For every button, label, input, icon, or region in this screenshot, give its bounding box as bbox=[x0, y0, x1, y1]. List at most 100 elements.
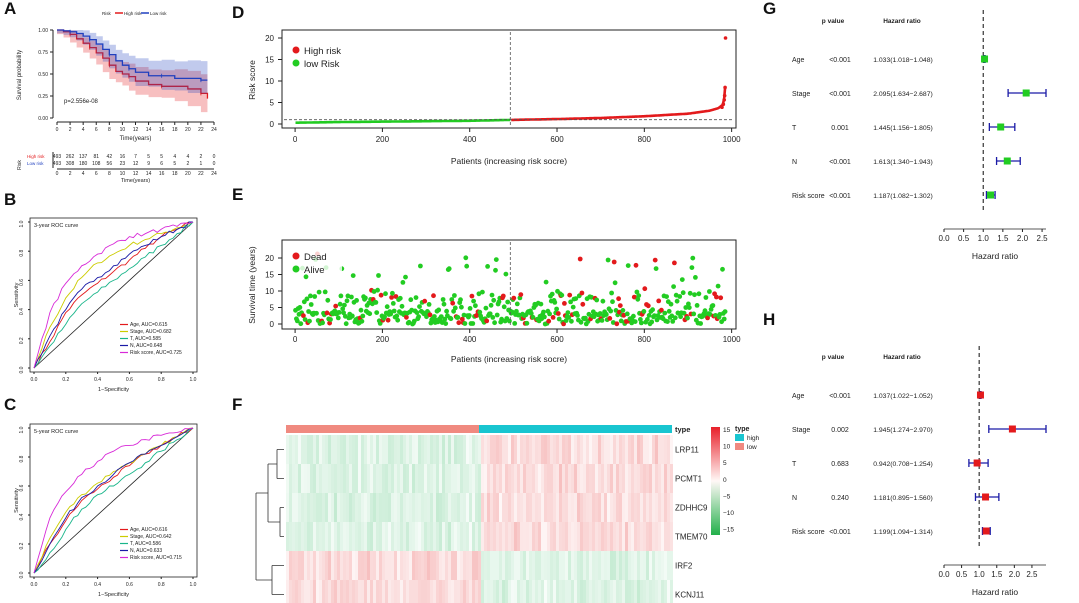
f-heatmap-cell bbox=[577, 464, 580, 493]
f-heatmap-cell bbox=[523, 580, 526, 603]
d-ytick-label: 20 bbox=[265, 34, 274, 43]
f-heatmap-cell bbox=[496, 493, 499, 522]
e-alive-point bbox=[302, 317, 308, 322]
e-alive-point bbox=[416, 314, 421, 320]
f-colorbar-label: 0 bbox=[723, 477, 727, 484]
f-heatmap-cell bbox=[328, 551, 331, 580]
f-heatmap-cell bbox=[400, 464, 403, 493]
f-heatmap-cell bbox=[466, 493, 469, 522]
f-colorbar-label: −5 bbox=[723, 493, 731, 500]
f-heatmap-cell bbox=[508, 551, 511, 580]
f-heatmap-cell bbox=[430, 435, 433, 464]
c-roc-curve-3 bbox=[33, 427, 194, 574]
f-heatmap-cell bbox=[310, 580, 313, 603]
f-heatmap-cell bbox=[586, 464, 589, 493]
f-heatmap-cell bbox=[304, 493, 307, 522]
f-heatmap-cell bbox=[388, 493, 391, 522]
f-heatmap-cell bbox=[409, 551, 412, 580]
f-heatmap-cell bbox=[535, 435, 538, 464]
e-alive-point bbox=[492, 320, 497, 326]
f-heatmap-cell bbox=[454, 580, 457, 603]
f-heatmap-cell bbox=[481, 493, 484, 522]
e-alive-point bbox=[634, 289, 640, 295]
e-dead-point bbox=[456, 320, 462, 326]
f-heatmap-cell bbox=[502, 493, 505, 522]
f-heatmap-cell bbox=[478, 464, 481, 493]
f-heatmap-cell bbox=[511, 464, 514, 493]
f-heatmap-cell bbox=[292, 464, 295, 493]
f-heatmap-cell bbox=[610, 580, 613, 603]
e-alive-point bbox=[349, 313, 355, 319]
f-heatmap-cell bbox=[580, 522, 583, 551]
f-heatmap-cell bbox=[559, 464, 562, 493]
f-heatmap-cell bbox=[457, 522, 460, 551]
f-heatmap-cell bbox=[637, 493, 640, 522]
e-alive-point bbox=[600, 298, 606, 304]
e-alive-point bbox=[665, 319, 670, 324]
f-heatmap-cell bbox=[298, 522, 301, 551]
f-heatmap-cell bbox=[418, 464, 421, 493]
e-alive-point bbox=[612, 280, 618, 286]
e-xtick-label: 600 bbox=[550, 335, 564, 344]
e-alive-point bbox=[459, 304, 464, 310]
d-ytick-label: 5 bbox=[270, 99, 275, 108]
f-heatmap-cell bbox=[598, 551, 601, 580]
h-row-name: Risk score bbox=[792, 529, 825, 536]
f-heatmap-cell bbox=[424, 522, 427, 551]
f-heatmap-cell bbox=[400, 580, 403, 603]
f-heatmap-cell bbox=[508, 522, 511, 551]
panel-letter-A: A bbox=[4, 0, 16, 18]
f-heatmap-cell bbox=[625, 464, 628, 493]
f-heatmap-cell bbox=[463, 493, 466, 522]
f-dendrogram-branch-1 bbox=[279, 507, 284, 537]
e-alive-point bbox=[693, 275, 698, 280]
e-alive-point bbox=[666, 308, 672, 314]
f-heatmap-cell bbox=[574, 435, 577, 464]
f-heatmap-cell bbox=[349, 493, 352, 522]
f-heatmap-cell bbox=[574, 522, 577, 551]
f-heatmap-cell bbox=[589, 493, 592, 522]
f-heatmap-cell bbox=[583, 493, 586, 522]
f-heatmap-cell bbox=[463, 435, 466, 464]
a-risk-tick: 6 bbox=[95, 171, 98, 177]
c-ylabel: Sensitivity bbox=[14, 488, 20, 513]
f-heatmap-cell bbox=[307, 493, 310, 522]
e-alive-point bbox=[359, 318, 365, 324]
f-heatmap-cell bbox=[526, 493, 529, 522]
e-dead-point bbox=[561, 321, 566, 327]
e-alive-point bbox=[336, 310, 342, 315]
f-heatmap-cell bbox=[325, 522, 328, 551]
f-heatmap-cell bbox=[595, 493, 598, 522]
h-row-name: Age bbox=[792, 393, 805, 400]
a-ytick-label: 1.00 bbox=[38, 28, 48, 34]
e-alive-point bbox=[312, 294, 318, 299]
c-roc-curve-0 bbox=[33, 427, 194, 574]
c-diagonal bbox=[33, 427, 194, 574]
f-heatmap-cell bbox=[310, 493, 313, 522]
f-heatmap-cell bbox=[451, 493, 454, 522]
f-heatmap-cell bbox=[466, 580, 469, 603]
f-heatmap-cell bbox=[316, 551, 319, 580]
f-heatmap-cell bbox=[319, 493, 322, 522]
a-risk-count: 42 bbox=[107, 154, 113, 160]
f-colorbar-label: 5 bbox=[723, 460, 727, 467]
f-heatmap-cell bbox=[370, 522, 373, 551]
f-heatmap-cell bbox=[421, 464, 424, 493]
f-heatmap-cell bbox=[292, 580, 295, 603]
f-heatmap-cell bbox=[529, 493, 532, 522]
f-heatmap-cell bbox=[373, 522, 376, 551]
f-heatmap-cell bbox=[406, 464, 409, 493]
f-heatmap-cell bbox=[484, 435, 487, 464]
f-heatmap-cell bbox=[400, 551, 403, 580]
a-risk-count: 23 bbox=[120, 161, 126, 167]
f-heatmap-cell bbox=[652, 435, 655, 464]
f-heatmap-cell bbox=[562, 435, 565, 464]
f-heatmap-cell bbox=[319, 522, 322, 551]
f-heatmap-cell bbox=[628, 493, 631, 522]
f-heatmap-cell bbox=[472, 435, 475, 464]
f-heatmap-cell bbox=[391, 493, 394, 522]
f-heatmap-cell bbox=[616, 493, 619, 522]
a-risk-count: 16 bbox=[120, 154, 126, 160]
d-ytick-label: 10 bbox=[265, 77, 274, 86]
f-heatmap-cell bbox=[643, 493, 646, 522]
